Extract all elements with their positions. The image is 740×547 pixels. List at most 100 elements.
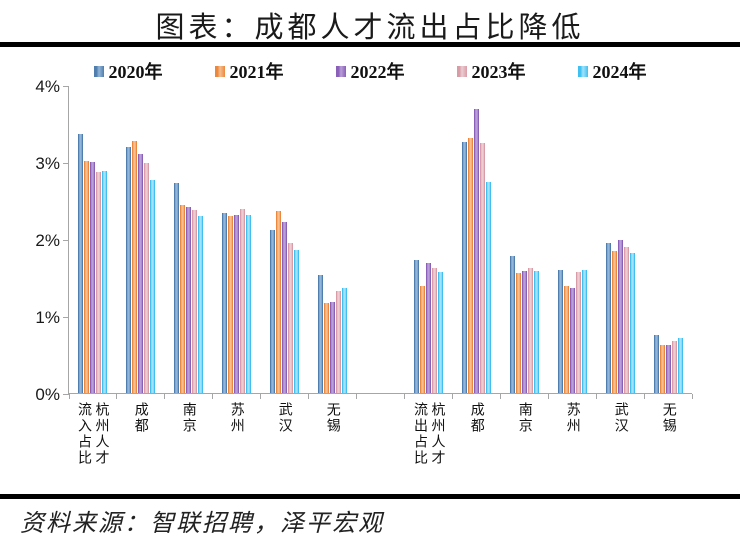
bar-2023年 [240, 208, 246, 393]
bar-group [404, 86, 452, 393]
bottom-divider-rule [0, 494, 740, 499]
bar-2020年 [413, 260, 419, 393]
x-label-slot: 流出占比 杭州人才 [404, 402, 452, 466]
bar-2024年 [533, 270, 539, 393]
legend-label: 2024年 [592, 62, 647, 82]
bar-2022年 [138, 153, 144, 393]
legend-label: 2021年 [229, 62, 284, 82]
y-axis-tick [63, 85, 69, 87]
bar-group [548, 86, 596, 393]
bar-2024年 [150, 180, 156, 393]
x-label-slot: 成都 [116, 402, 164, 434]
x-axis-label: 苏州 [228, 402, 244, 434]
x-axis-label: 流入占比 杭州人才 [76, 402, 109, 466]
plot-area [63, 85, 693, 399]
bar-2022年 [473, 109, 479, 393]
legend-item-2022年: 2022年 [335, 58, 405, 84]
x-label-slot: 苏州 [212, 402, 260, 434]
bar-2020年 [126, 146, 132, 393]
bar-2023年 [192, 210, 198, 393]
bar-2020年 [222, 213, 228, 393]
chart-title: 图表：成都人才流出占比降低 [155, 12, 585, 44]
bar-2022年 [234, 214, 240, 393]
bar-2023年 [144, 162, 150, 393]
bar-2024年 [437, 271, 443, 393]
legend-swatch-icon [335, 65, 346, 77]
bar-2022年 [569, 287, 575, 393]
x-axis-tick [595, 394, 597, 399]
x-axis-label: 无锡 [324, 402, 340, 434]
x-axis-tick [308, 394, 310, 399]
legend-label: 2022年 [350, 62, 405, 82]
y-axis-tick [63, 393, 69, 395]
bar-2022年 [521, 270, 527, 393]
bar-2024年 [102, 171, 108, 393]
source-note: 资料来源：智联招聘，泽平宏观 [20, 511, 384, 537]
bar-2021年 [84, 161, 90, 393]
bar-2021年 [132, 141, 138, 393]
bar-2023年 [431, 267, 437, 393]
x-axis-label: 南京 [180, 402, 196, 434]
y-axis-label: 2% [35, 231, 60, 250]
bar-groups [69, 86, 692, 393]
x-axis-tick [164, 394, 166, 399]
bar-2024年 [485, 181, 491, 393]
x-axis-label: 苏州 [564, 402, 580, 434]
bar-2020年 [78, 133, 84, 393]
bar-2022年 [330, 301, 336, 393]
x-axis-tick [116, 394, 118, 399]
x-axis-label: 流出占比 杭州人才 [412, 402, 445, 466]
bar-2021年 [467, 138, 473, 393]
bar-2022年 [186, 207, 192, 393]
x-labels: 流入占比 杭州人才 成都 南京 苏州 武汉 无锡 流出占比 杭州人才 成都 南京 苏州 武汉 无锡 [68, 402, 692, 466]
bar-2024年 [581, 270, 587, 393]
x-label-slot: 南京 [164, 402, 212, 434]
bar-2021年 [611, 251, 617, 393]
bar-2023年 [623, 247, 629, 393]
x-axis-label: 武汉 [276, 402, 292, 434]
y-axis-tick [63, 239, 69, 241]
bar-group [596, 86, 644, 393]
x-axis-label: 武汉 [612, 402, 628, 434]
x-axis-tick [499, 394, 501, 399]
bar-2021年 [563, 285, 569, 393]
legend-item-2020年: 2020年 [93, 58, 163, 84]
bar-2023年 [288, 243, 294, 393]
bar-2020年 [653, 334, 659, 393]
bar-2020年 [605, 242, 611, 393]
x-axis-tick [403, 394, 405, 399]
bar-2023年 [336, 290, 342, 393]
bar-2020年 [557, 270, 563, 393]
x-axis-tick [547, 394, 549, 399]
bar-2022年 [90, 161, 96, 393]
bar-2021年 [419, 285, 425, 393]
bar-2024年 [294, 250, 300, 393]
bar-2023年 [96, 171, 102, 393]
bar-group [165, 86, 213, 393]
x-label-slot: 无锡 [308, 402, 356, 434]
legend-swatch-icon [214, 65, 225, 77]
bar-2021年 [659, 344, 665, 393]
bar-group [644, 86, 692, 393]
bar-2024年 [198, 216, 204, 393]
bar-2020年 [174, 183, 180, 393]
section-gap [357, 86, 405, 393]
bar-2024年 [342, 287, 348, 393]
legend-swatch-icon [456, 65, 467, 77]
bar-2022年 [425, 262, 431, 393]
x-axis-tick [451, 394, 453, 399]
x-axis-tick [260, 394, 262, 399]
bar-2021年 [324, 303, 330, 393]
bar-2022年 [617, 240, 623, 393]
bar-2022年 [282, 221, 288, 393]
legend-item-2024年: 2024年 [577, 58, 647, 84]
bar-2021年 [180, 204, 186, 393]
bar-group [69, 86, 117, 393]
bar-2020年 [318, 274, 324, 393]
bar-2023年 [575, 271, 581, 393]
bar-2024年 [677, 337, 683, 393]
x-axis-tick [643, 394, 645, 399]
bar-2021年 [228, 216, 234, 393]
bar-group [500, 86, 548, 393]
